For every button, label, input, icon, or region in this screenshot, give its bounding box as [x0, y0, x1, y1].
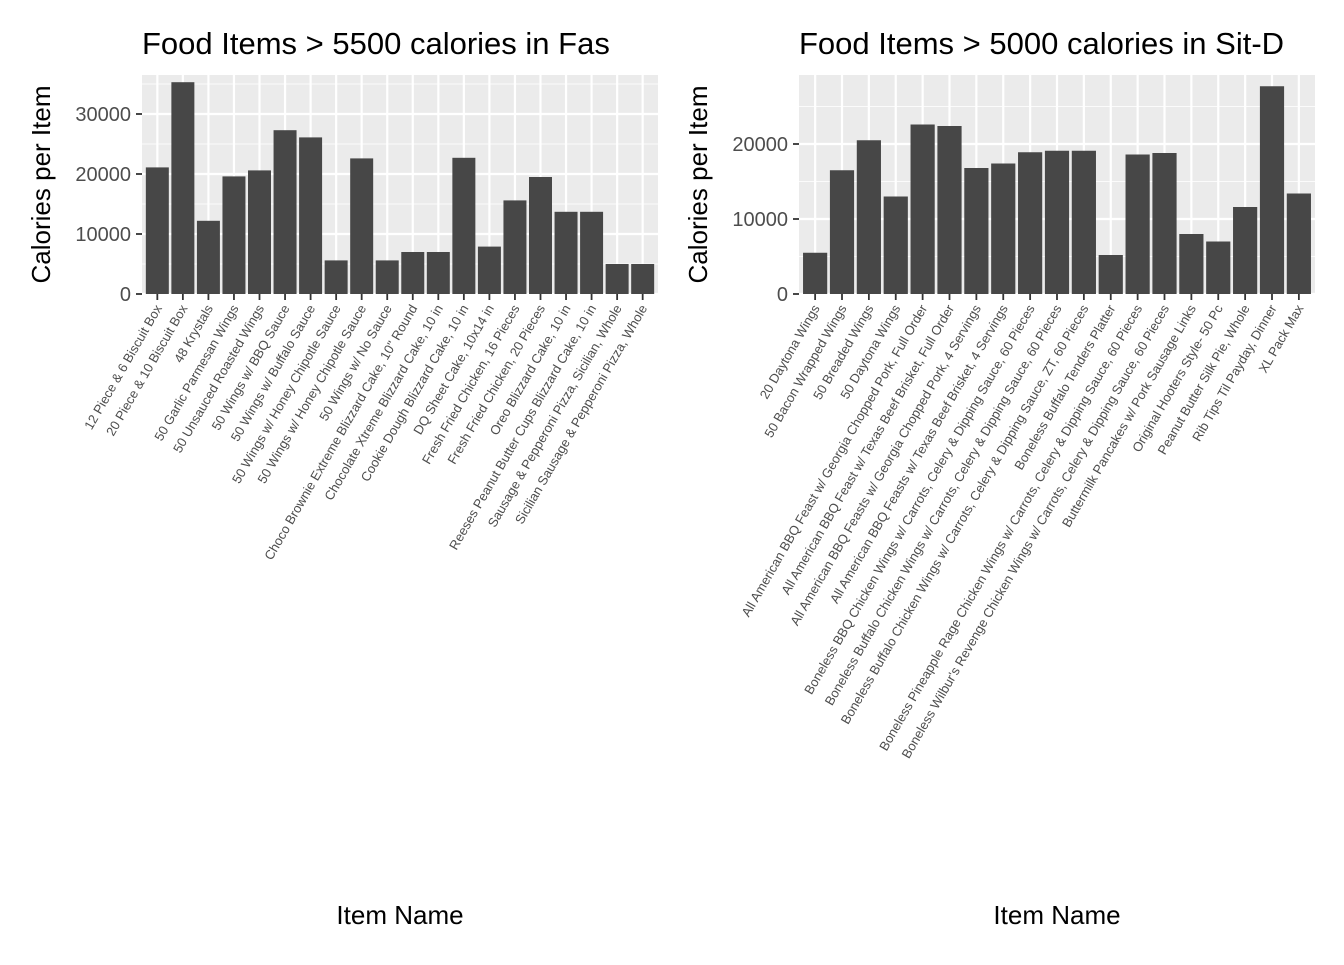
bar: [145, 167, 169, 294]
y-tick-label: 0: [777, 284, 788, 306]
bar: [452, 157, 476, 294]
bar: [1098, 255, 1123, 294]
bar: [375, 260, 399, 294]
y-tick-label: 20000: [732, 134, 788, 156]
y-tick-label: 0: [120, 284, 131, 306]
bar: [529, 177, 552, 294]
bar: [503, 200, 527, 294]
bar: [829, 170, 855, 294]
bar: [1233, 207, 1258, 294]
y-axis-title: Calories per Item: [26, 86, 56, 284]
y-tick-label: 20000: [75, 164, 131, 186]
bar: [1259, 86, 1285, 294]
bar: [273, 130, 297, 294]
bar: [1206, 241, 1231, 294]
bar: [248, 170, 271, 294]
bar: [580, 211, 604, 294]
bar: [883, 196, 908, 294]
bar: [803, 252, 828, 294]
bar: [171, 82, 195, 294]
bar: [964, 168, 989, 294]
bar: [1179, 234, 1204, 294]
bar: [477, 246, 501, 294]
bar: [1018, 152, 1043, 294]
chart-title: Food Items > 5500 calories in Fas: [142, 26, 610, 61]
bar: [937, 126, 962, 294]
bar: [350, 158, 374, 294]
y-axis-title: Calories per Item: [683, 86, 713, 284]
chart-title: Food Items > 5000 calories in Sit-D: [799, 26, 1284, 61]
bar: [1152, 153, 1177, 294]
y-tick-label: 10000: [732, 209, 788, 231]
bar: [856, 140, 881, 294]
bar: [605, 264, 629, 294]
bar: [554, 211, 578, 294]
x-axis-title: Item Name: [993, 900, 1120, 930]
bar: [910, 124, 935, 294]
bar: [1125, 154, 1150, 294]
y-tick-label: 30000: [75, 104, 131, 126]
bar: [401, 252, 425, 294]
bar: [631, 264, 655, 294]
bar: [1044, 150, 1070, 294]
bar: [991, 163, 1016, 294]
bar: [196, 220, 220, 294]
y-tick-label: 10000: [75, 224, 131, 246]
bar: [222, 176, 246, 294]
bar: [1286, 193, 1311, 294]
bar: [324, 260, 348, 294]
bar: [1071, 150, 1096, 294]
bar: [426, 252, 450, 294]
x-axis-title: Item Name: [336, 900, 463, 930]
bar: [299, 137, 323, 294]
